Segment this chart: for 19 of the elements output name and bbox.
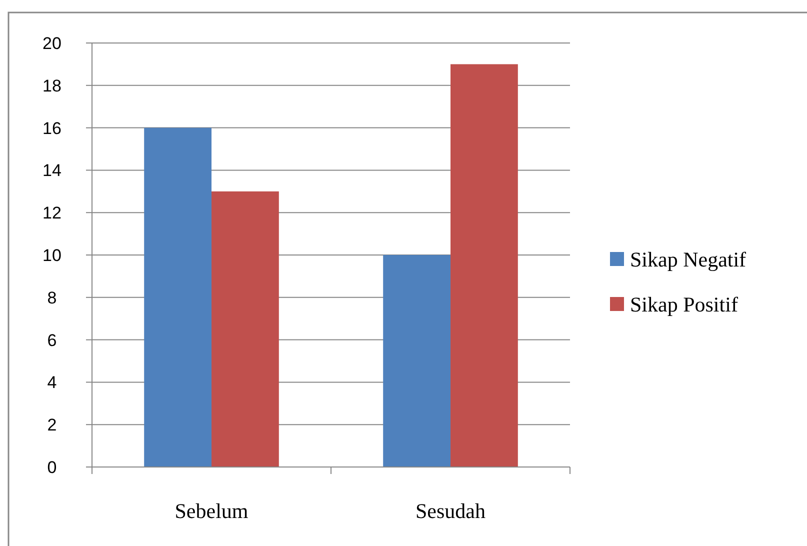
bar: [383, 255, 450, 467]
bar: [212, 191, 279, 467]
y-tick-label: 16: [42, 118, 62, 138]
y-tick-label: 14: [42, 161, 62, 180]
legend-label: Sikap Negatif: [630, 247, 746, 272]
x-tick-label: Sebelum: [174, 499, 248, 523]
y-tick-label: 18: [42, 76, 62, 96]
y-tick-label: 2: [47, 416, 57, 435]
x-tick-label: Sesudah: [416, 499, 486, 523]
y-tick-label: 8: [47, 288, 57, 308]
y-tick-label: 0: [47, 458, 57, 477]
y-tick-label: 20: [42, 34, 62, 53]
y-tick-label: 6: [47, 330, 57, 350]
bar: [450, 64, 518, 467]
y-tick-label: 4: [47, 373, 57, 392]
y-tick-label: 10: [42, 246, 62, 265]
y-tick-label: 12: [42, 204, 62, 223]
bar: [144, 128, 212, 467]
legend-label: Sikap Positif: [630, 292, 738, 316]
